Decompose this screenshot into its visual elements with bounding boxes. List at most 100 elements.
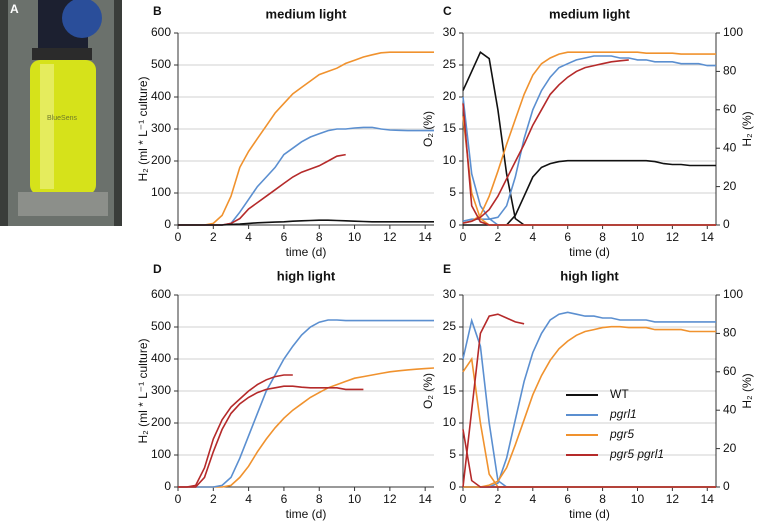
y-tick-label: 10 [443,153,457,167]
y-axis-label: H₂ (ml * L⁻¹ culture) [136,76,150,181]
chart-title: high light [560,268,619,283]
y-tick-label: 5 [449,447,456,461]
y-tick-label: 20 [443,89,457,103]
y2-tick-label: 0 [723,217,730,231]
data-line [462,50,716,226]
y-tick-label: 400 [151,89,171,103]
y-tick-label: 0 [449,217,456,231]
y2-axis-label: H₂ (%) [740,373,754,408]
y-axis-label: O₂ (%) [421,111,435,147]
x-tick-label: 2 [495,492,502,506]
x-tick-label: 0 [175,230,182,244]
y-tick-label: 0 [164,217,171,231]
x-axis-label: time (d) [286,245,327,259]
y-tick-label: 25 [443,319,457,333]
x-tick-label: 4 [529,230,536,244]
data-line [462,103,716,226]
data-line [462,51,716,224]
y-tick-label: 5 [449,185,456,199]
y-tick-label: 100 [151,447,171,461]
data-line [178,126,434,226]
x-tick-label: 10 [348,230,362,244]
chart-title: medium light [549,6,631,21]
x-tick-label: 10 [348,492,362,506]
y-axis-label: H₂ (ml * L⁻¹ culture) [136,338,150,443]
y-tick-label: 30 [443,287,457,301]
photo-flask [30,60,96,195]
x-tick-label: 4 [245,230,252,244]
y-tick-label: 20 [443,351,457,365]
panel-label: A [10,2,19,16]
data-line [178,385,364,488]
y2-tick-label: 20 [723,441,737,455]
data-line [178,153,346,226]
x-tick-label: 14 [701,492,715,506]
data-line [462,429,716,488]
y-tick-label: 100 [151,185,171,199]
data-line [462,59,629,224]
y-tick-label: 200 [151,415,171,429]
y-tick-label: 0 [164,479,171,493]
y2-tick-label: 40 [723,140,737,154]
x-tick-label: 12 [383,230,397,244]
panel-label: B [153,4,162,18]
y-tick-label: 500 [151,57,171,71]
data-line [462,55,716,222]
photo-neck [32,48,92,60]
y-tick-label: 0 [449,479,456,493]
y2-tick-label: 100 [723,25,743,39]
x-tick-label: 6 [564,492,571,506]
panel-label: D [153,262,162,276]
x-tick-label: 8 [316,230,323,244]
y-tick-label: 400 [151,351,171,365]
y-tick-label: 10 [443,415,457,429]
y-tick-label: 300 [151,383,171,397]
x-tick-label: 6 [281,492,288,506]
x-tick-label: 4 [529,492,536,506]
photo: BlueSens A [0,0,122,226]
x-axis-label: time (d) [286,507,327,521]
panel-label: C [443,4,452,18]
x-tick-label: 8 [316,492,323,506]
x-tick-label: 14 [418,230,432,244]
y2-tick-label: 20 [723,179,737,193]
data-line [463,325,716,488]
y-tick-label: 30 [443,25,457,39]
chart-title: medium light [266,6,348,21]
y-tick-label: 600 [151,287,171,301]
x-tick-label: 14 [701,230,715,244]
y-tick-label: 300 [151,121,171,135]
photo-base [18,192,108,216]
x-tick-label: 0 [175,492,182,506]
y-tick-label: 500 [151,319,171,333]
data-line [463,311,716,488]
x-tick-label: 8 [599,230,606,244]
photo-text: BlueSens [47,115,77,122]
y-tick-label: 25 [443,57,457,71]
x-tick-label: 12 [666,230,680,244]
x-tick-label: 2 [210,492,217,506]
y2-axis-label: H₂ (%) [740,111,754,146]
y2-tick-label: 80 [723,326,737,340]
data-line [462,313,525,488]
data-line [178,367,435,488]
photo-highlight [40,64,54,189]
photo-cap [62,0,102,38]
y-tick-label: 200 [151,153,171,167]
y2-tick-label: 60 [723,102,737,116]
y-axis-label: O₂ (%) [421,373,435,409]
x-tick-label: 12 [383,492,397,506]
x-tick-label: 10 [631,492,645,506]
data-line [178,374,293,488]
y2-tick-label: 100 [723,287,743,301]
data-line [178,319,434,488]
legend-label: pgr5 [609,427,634,441]
y-tick-label: 15 [443,121,457,135]
legend-label: WT [610,387,629,401]
panel-label: E [443,262,451,276]
